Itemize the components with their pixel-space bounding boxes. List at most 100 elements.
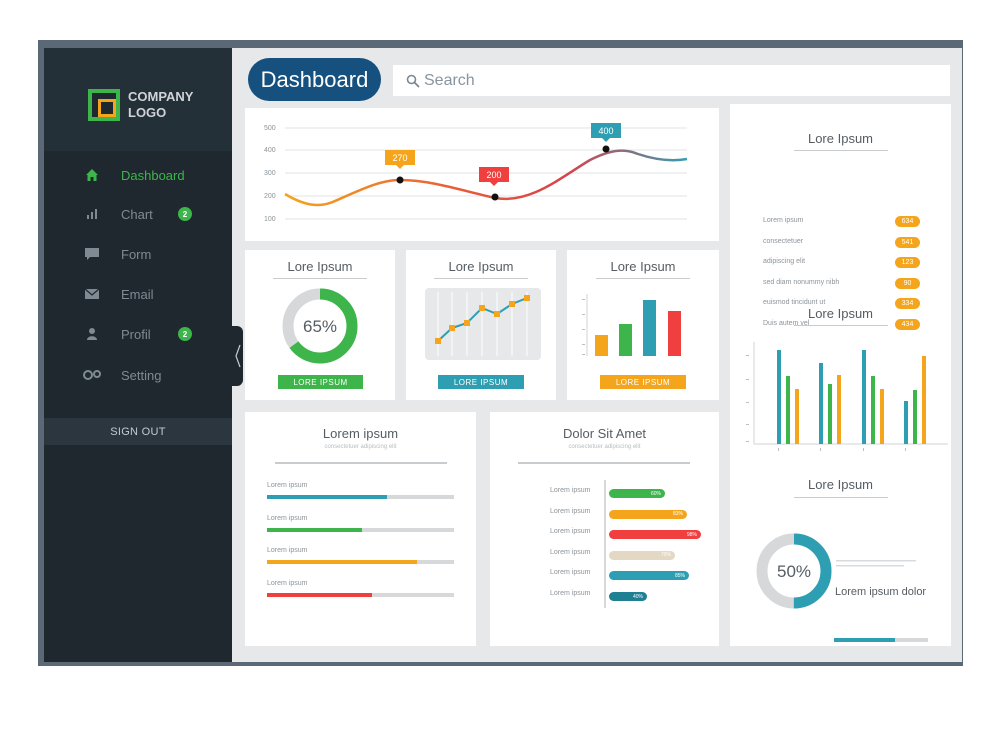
list-item-label: euismod tincidunt ut	[763, 299, 826, 306]
progress-fill	[267, 495, 387, 499]
lore-ipsum-button[interactable]: LORE IPSUM	[278, 375, 363, 389]
sidebar-item-label: Email	[121, 286, 154, 302]
sidebar-item-dashboard[interactable]: Dashboard	[44, 160, 232, 190]
hbar-value: 83%	[672, 511, 683, 518]
card-title: Lore Ipsum	[610, 259, 676, 274]
data-point[interactable]	[491, 193, 499, 201]
sign-out-button[interactable]: SIGN OUT	[44, 418, 232, 445]
bar[interactable]	[880, 389, 884, 444]
bar[interactable]	[619, 324, 632, 356]
hbar-label: Lorem ipsum	[550, 569, 591, 577]
hbar[interactable]: 98%	[609, 530, 701, 540]
donut-card: Lore Ipsum 65% LORE IPSUM	[245, 250, 395, 400]
hbar-value: 40%	[632, 593, 643, 600]
bar[interactable]	[819, 363, 823, 444]
bar[interactable]	[922, 356, 926, 444]
data-point[interactable]	[494, 311, 500, 317]
sidebar-item-chart[interactable]: Chart 2	[44, 199, 232, 229]
callout-value: 270	[392, 153, 407, 163]
value-badge: 334	[895, 298, 920, 309]
sidebar-item-form[interactable]: Form	[44, 239, 232, 269]
sidebar: COMPANY LOGO Dashboard Chart 2 Form	[44, 48, 232, 662]
bar[interactable]	[837, 375, 841, 444]
lore-ipsum-button[interactable]: LORE IPSUM	[600, 375, 686, 389]
sidebar-item-label: Dashboard	[121, 167, 185, 183]
bar-group	[777, 350, 799, 444]
company-logo: COMPANY LOGO	[44, 48, 232, 151]
logo-text: COMPANY LOGO	[128, 89, 193, 121]
callout-value: 200	[486, 170, 501, 180]
sparkline-card: Lore Ipsum LORE IPSUM	[406, 250, 556, 400]
title-divider	[596, 278, 690, 279]
bar[interactable]	[904, 401, 908, 444]
bar[interactable]	[913, 390, 917, 444]
bar[interactable]	[777, 350, 781, 444]
card-title: Lore Ipsum	[807, 477, 874, 492]
data-point[interactable]	[524, 295, 530, 301]
card-title: Lorem ipsum	[322, 426, 399, 441]
progress-label: Lorem ipsum	[267, 580, 308, 587]
hbar[interactable]: 85%	[609, 571, 689, 581]
sidebar-item-email[interactable]: Email	[44, 279, 232, 309]
search-bar[interactable]	[393, 65, 950, 96]
sidebar-item-label: Form	[121, 246, 152, 262]
bar[interactable]	[828, 384, 832, 444]
callout-value: 400	[598, 126, 613, 136]
callout-200: 200	[479, 167, 509, 186]
bar-chart	[582, 294, 681, 356]
y-tick-label: 300	[264, 170, 276, 177]
search-input[interactable]	[424, 71, 944, 90]
logo-line-2: LOGO	[128, 105, 167, 120]
progress-label: Lorem ipsum	[267, 547, 308, 554]
gear-icon	[82, 367, 102, 383]
sidebar-item-setting[interactable]: Setting	[44, 360, 232, 390]
bar[interactable]	[862, 350, 866, 444]
line-chart-card: 500 400 300 200 100 270 200	[245, 108, 719, 241]
hbar[interactable]: 60%	[609, 489, 665, 498]
donut-value: 50%	[777, 562, 811, 581]
progress-track	[267, 495, 454, 499]
dashboard-screen: COMPANY LOGO Dashboard Chart 2 Form	[44, 48, 962, 662]
bar[interactable]	[595, 335, 608, 356]
data-point[interactable]	[464, 320, 470, 326]
envelope-icon	[84, 286, 100, 302]
bar[interactable]	[795, 389, 799, 444]
list-item-label: consectetuer	[763, 237, 804, 245]
progress-fill	[267, 593, 372, 597]
list-item-label: adipiscing elit	[763, 258, 806, 265]
data-point[interactable]	[479, 305, 485, 311]
logo-line-1: COMPANY	[128, 89, 194, 104]
value-badge: 90	[895, 277, 920, 289]
sidebar-collapse-toggle[interactable]	[232, 326, 243, 386]
callout-400: 400	[591, 123, 621, 142]
data-point[interactable]	[396, 176, 404, 184]
bar-group	[904, 356, 926, 444]
lore-ipsum-button[interactable]: LORE IPSUM	[438, 375, 524, 389]
line-chart: 500 400 300 200 100 270 200	[264, 123, 688, 223]
data-point[interactable]	[509, 301, 515, 307]
hbar-label: Lorem ipsum	[550, 487, 591, 494]
bar[interactable]	[871, 376, 875, 444]
card-title: Lore Ipsum	[448, 259, 514, 274]
progress-track	[834, 638, 928, 642]
sidebar-item-profil[interactable]: Profil 2	[44, 319, 232, 349]
grouped-bar-chart	[746, 342, 948, 451]
hbar[interactable]: 70%	[609, 550, 675, 560]
sidebar-item-label: Profil	[121, 326, 151, 342]
data-point[interactable]	[602, 145, 610, 153]
progress-label: Lorem ipsum	[267, 482, 308, 489]
hbar[interactable]: 40%	[609, 592, 647, 601]
hbar-label: Lorem ipsum	[550, 528, 591, 536]
bar[interactable]	[786, 376, 790, 444]
card-title: Dolor Sit Amet	[562, 426, 647, 441]
data-point[interactable]	[449, 325, 455, 331]
progress-track	[267, 528, 454, 532]
sidebar-item-label: Chart	[121, 206, 153, 222]
hbar[interactable]: 83%	[609, 509, 687, 519]
bar[interactable]	[643, 300, 656, 356]
data-point[interactable]	[435, 338, 441, 344]
bar[interactable]	[668, 311, 681, 356]
card-title: Lore Ipsum	[287, 259, 353, 274]
y-tick-label: 400	[264, 147, 276, 154]
title-divider	[794, 497, 888, 498]
